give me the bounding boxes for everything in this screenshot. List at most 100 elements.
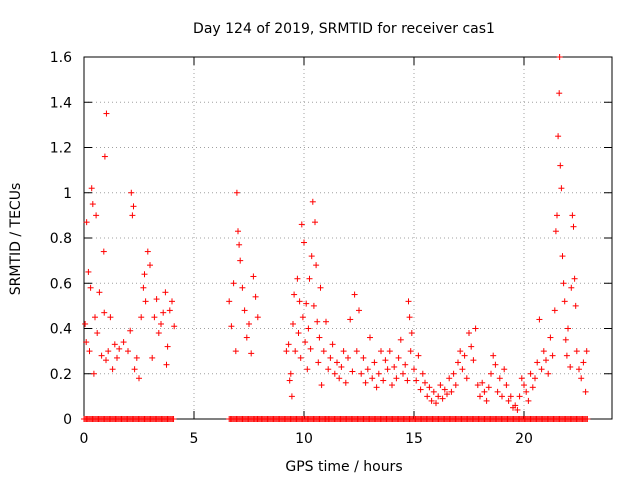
x-axis-label: GPS time / hours [285,459,402,475]
data-point [89,201,96,208]
data-point [149,354,156,361]
data-point [94,330,101,337]
data-point [128,189,135,196]
data-point [226,298,233,305]
data-point [441,386,448,393]
data-point [404,377,411,384]
data-point [313,262,320,269]
data-point [558,185,565,192]
data-point [549,352,556,359]
data-point [516,393,523,400]
data-point [570,223,577,230]
data-point [340,348,347,355]
data-point [329,341,336,348]
data-point [314,318,321,325]
data-point [107,314,114,321]
data-point [239,284,246,291]
data-point [578,375,585,382]
data-point [170,416,177,422]
data-point [171,323,178,330]
data-point [373,384,380,391]
data-point [466,330,472,337]
data-point [556,90,563,97]
data-point [417,386,424,393]
y-tick-label: 1.4 [50,95,72,111]
data-point [479,379,486,386]
data-point [109,366,116,373]
y-tick-label: 0.2 [50,367,72,383]
data-point [430,388,437,395]
data-point [375,370,382,377]
data-point [356,307,362,314]
data-point [514,406,521,413]
data-point [133,354,140,361]
data-point [130,203,137,210]
data-point [301,239,307,246]
data-point [580,359,587,366]
data-point [296,298,303,305]
data-point [306,275,313,282]
data-point [83,339,90,346]
data-point [241,307,248,314]
data-point [415,352,422,359]
data-point [428,397,435,404]
data-point [397,336,404,343]
data-point [353,348,360,355]
grid-lines [84,57,612,419]
data-point [103,357,109,364]
data-point [395,354,402,361]
x-tick-label: 10 [295,431,313,447]
data-point [560,280,567,287]
data-point [461,352,468,359]
data-point [101,309,108,316]
data-point [400,370,406,377]
data-point [552,228,559,235]
data-point [554,212,560,219]
data-point [318,382,325,389]
data-point [424,393,431,400]
data-point [386,348,393,355]
data-point [358,370,365,377]
data-point [155,330,162,337]
data-point [481,388,488,395]
data-point [114,354,120,361]
data-point [302,339,309,346]
chart-title: Day 124 of 2019, SRMTID for receiver cas… [193,21,495,37]
data-point [338,363,345,370]
data-point [158,320,164,327]
data-point [371,359,378,366]
data-point [573,348,580,355]
data-point [439,395,446,402]
data-point [419,370,426,377]
data-point [101,153,108,160]
data-point [291,291,298,298]
data-point [232,348,239,355]
data-point [347,316,354,323]
data-point [435,393,442,400]
data-point [494,388,501,395]
data-point [433,400,439,407]
data-point [582,388,589,395]
data-point [309,198,316,205]
data-point [488,370,494,377]
data-point [320,348,327,355]
data-point [496,375,503,382]
data-point [237,257,244,264]
data-point [389,382,395,389]
data-point [305,325,312,332]
data-point [534,359,541,366]
data-point [129,212,136,219]
data-point [507,393,514,400]
data-point [569,212,576,219]
y-axis-label: SRMTID / TECUs [8,183,24,296]
data-point [286,377,293,384]
data-point [406,314,413,321]
data-point [153,296,160,303]
data-point [382,357,389,364]
data-point [230,280,237,287]
data-point [405,298,412,305]
data-point [141,271,148,278]
data-point [561,298,568,305]
data-point [92,314,98,321]
